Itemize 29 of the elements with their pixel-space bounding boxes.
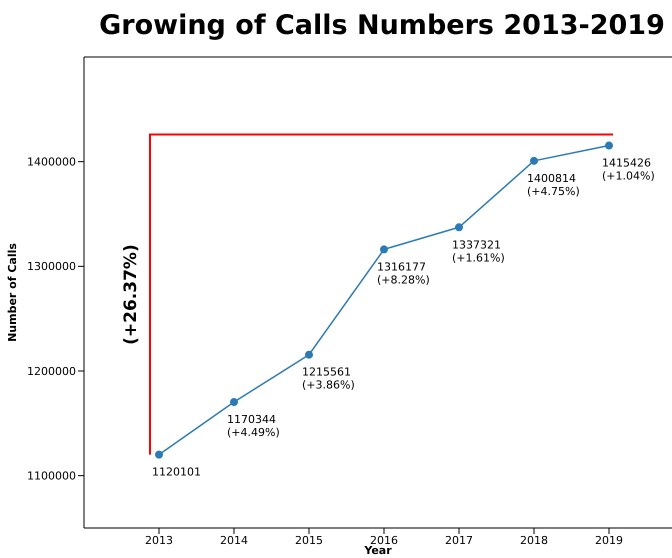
x-tick-label: 2015 [295,534,323,547]
y-tick-label: 1400000 [27,156,76,169]
point [605,142,613,150]
x-tick-label: 2016 [370,534,398,547]
point [155,450,163,459]
x-tick-label: 2018 [520,534,548,547]
chart-title: Growing of Calls Numbers 2013-2019 [98,10,666,41]
y-tick-label: 1300000 [27,260,76,274]
y-tick-label: 1200000 [27,364,76,378]
point [455,223,463,232]
data-label: 1170344 (+4.49%) [227,413,280,440]
point [230,398,238,406]
x-tick-label: 2017 [445,534,473,547]
point [305,350,313,359]
annotation: (+26.37%) [121,244,141,345]
point [530,156,538,165]
x-tick-label: 2014 [220,534,248,547]
data-label: 1337321 (+1.61%) [452,238,505,264]
data-label: 1215561 (+3.86%) [302,366,355,392]
x-tick-label: 2013 [145,534,173,547]
y-tick-label: 1100000 [27,470,76,483]
data-label: 1400814 (+4.75%) [527,172,580,198]
data-label: 1415426 (+1.04%) [602,156,655,183]
point [380,245,388,254]
x-tick-label: 2019 [595,534,623,547]
y-axis-title: Number of Calls [6,242,19,342]
x-axis-title: Year [363,544,392,557]
data-label: 1120101 [152,466,201,479]
data-label: 1316177 (+8.28%) [377,260,430,286]
